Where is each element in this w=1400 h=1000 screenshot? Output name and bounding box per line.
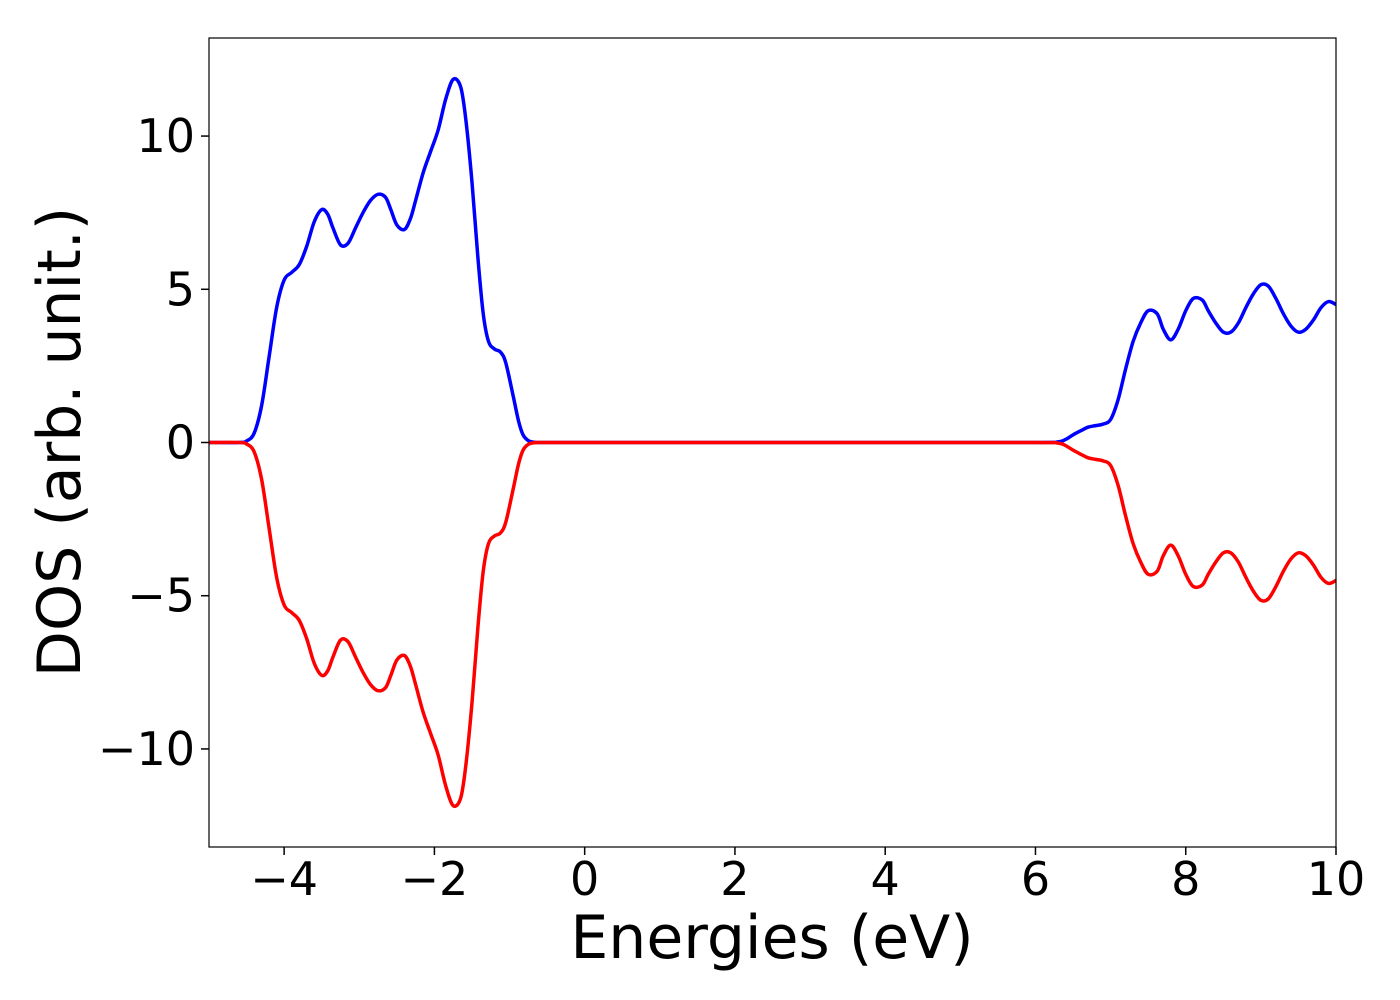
x-tick-label: 4 [871,852,900,906]
x-tick-label: −2 [400,852,468,906]
y-tick-label: 0 [166,416,195,470]
x-tick-label: 2 [720,852,749,906]
series-line-positive [209,76,1336,445]
y-tick-label: 5 [166,262,195,316]
y-tick-label: −5 [127,569,195,623]
x-tick-label: 8 [1171,852,1200,906]
y-axis-ticks: 10 5 0 −5 −10 [98,109,209,776]
y-tick-label: −10 [98,722,195,776]
x-axis-label: Energies (eV) [570,903,973,973]
x-tick-label: 0 [570,852,599,906]
x-tick-label: 6 [1021,852,1050,906]
x-tick-label: 10 [1307,852,1366,906]
series-layer [209,76,1336,809]
y-axis-label: DOS (arb. unit.) [25,207,95,677]
x-axis-ticks: −4 −2 0 2 4 6 8 10 [250,847,1365,906]
x-tick-label: −4 [250,852,318,906]
y-tick-label: 10 [136,109,195,163]
series-line-negative [209,440,1336,809]
